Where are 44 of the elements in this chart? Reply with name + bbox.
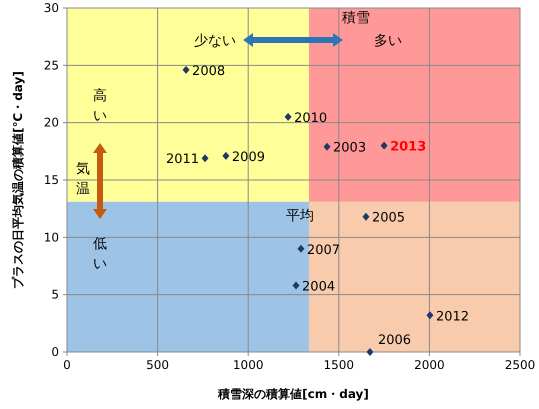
y-tick-label: 30 [44, 1, 59, 15]
annotation: 気温 [76, 161, 90, 197]
annotation: 2007 [306, 242, 340, 258]
annotation: 2005 [372, 210, 406, 226]
point [182, 66, 190, 74]
annotation: 高い [93, 88, 107, 124]
y-tick-label: 0 [51, 345, 59, 359]
y-axis-title: プラスの日平均気温の積算値[℃・day] [11, 71, 25, 289]
x-tick-label: 500 [146, 358, 170, 372]
x-tick-label: 2000 [414, 358, 445, 372]
x-axis-title: 積雪深の積算値[cm・day] [217, 387, 369, 401]
y-tick-label: 20 [44, 116, 59, 130]
x-tick-label: 1000 [232, 358, 264, 372]
annotation: 積雪 [342, 10, 370, 26]
y-tick-label: 10 [44, 230, 59, 244]
annotation: 多い [374, 33, 402, 49]
point [324, 142, 331, 151]
annotation: 2004 [302, 279, 336, 294]
annotation: 平均 [286, 208, 314, 224]
y-tick-label: 25 [44, 58, 59, 72]
x-tick-label: 0 [63, 358, 71, 372]
annotation: 2008 [192, 64, 226, 79]
y-tick-label: 5 [51, 288, 59, 302]
point [292, 281, 300, 290]
annotation: 2010 [294, 110, 328, 126]
point [284, 112, 292, 121]
annotation: 2011 [166, 152, 200, 168]
point [426, 311, 434, 320]
y-tick-label: 15 [44, 173, 59, 187]
point [297, 244, 304, 253]
annotation: 2012 [436, 309, 470, 324]
x-tick-label: 1500 [324, 358, 354, 372]
point [366, 348, 374, 356]
annotation: 2003 [333, 140, 366, 156]
point [202, 154, 209, 162]
point [380, 142, 388, 150]
annotation: 2009 [232, 150, 266, 165]
x-tick-label: 2500 [504, 358, 536, 372]
annotation: 2013 [390, 140, 426, 155]
annotation: 2006 [378, 333, 412, 348]
annotation: 少ない [194, 33, 236, 49]
point [362, 212, 370, 221]
annotation: 低い [93, 236, 107, 272]
point [222, 152, 230, 160]
